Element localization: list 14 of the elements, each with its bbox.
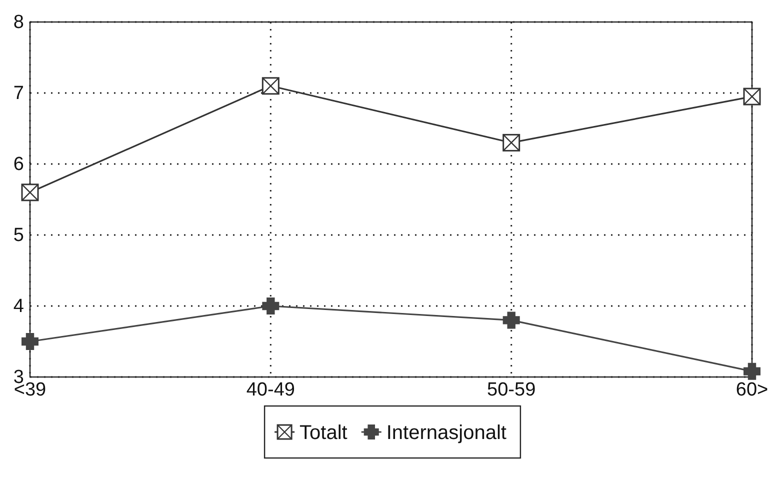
point [502,312,520,329]
y-tick-label: 5 [13,225,24,246]
y-tick-label: 4 [13,296,24,318]
y-tick-label: 8 [13,12,24,34]
y-tick-label: 7 [13,83,24,104]
x-tick-label: 60> [736,379,768,400]
point [744,362,760,380]
legend-label: Internasjonalt [386,422,507,444]
legend-label: Totalt [300,422,348,444]
x-tick-label: 40-49 [246,379,295,400]
point [22,333,38,350]
x-tick-label: 50-59 [487,379,536,400]
point [262,298,280,314]
y-tick-label: 6 [13,154,24,176]
